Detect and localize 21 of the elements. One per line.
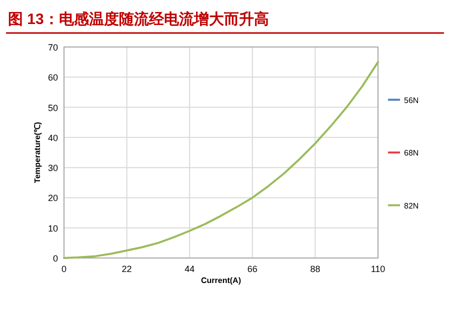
- x-tick-label: 22: [122, 264, 132, 274]
- x-tick-label: 66: [247, 264, 258, 274]
- y-tick-label: 30: [48, 163, 58, 174]
- legend-label: 82N: [404, 201, 419, 210]
- y-tick-label: 50: [48, 102, 58, 113]
- y-axis-title: Temperature(℃): [33, 122, 42, 184]
- y-tick-label: 70: [48, 42, 58, 52]
- line-series: [63, 61, 379, 259]
- legend-label: 68N: [404, 148, 419, 158]
- y-tick-label: 0: [52, 254, 58, 264]
- x-tick-label: 44: [184, 264, 195, 274]
- x-tick-label: 0: [61, 264, 67, 274]
- legend-label: 56N: [404, 96, 419, 105]
- y-tick-label: 60: [48, 72, 58, 83]
- x-axis-title: Current(A): [201, 276, 242, 285]
- y-tick-label: 20: [48, 193, 58, 204]
- y-tick-label: 10: [48, 223, 58, 234]
- chart-title: 图 13：电感温度随流经电流增大而升高: [8, 10, 269, 28]
- x-tick-label: 110: [370, 264, 386, 274]
- x-tick-label: 88: [310, 264, 320, 274]
- y-tick-label: 40: [48, 132, 58, 143]
